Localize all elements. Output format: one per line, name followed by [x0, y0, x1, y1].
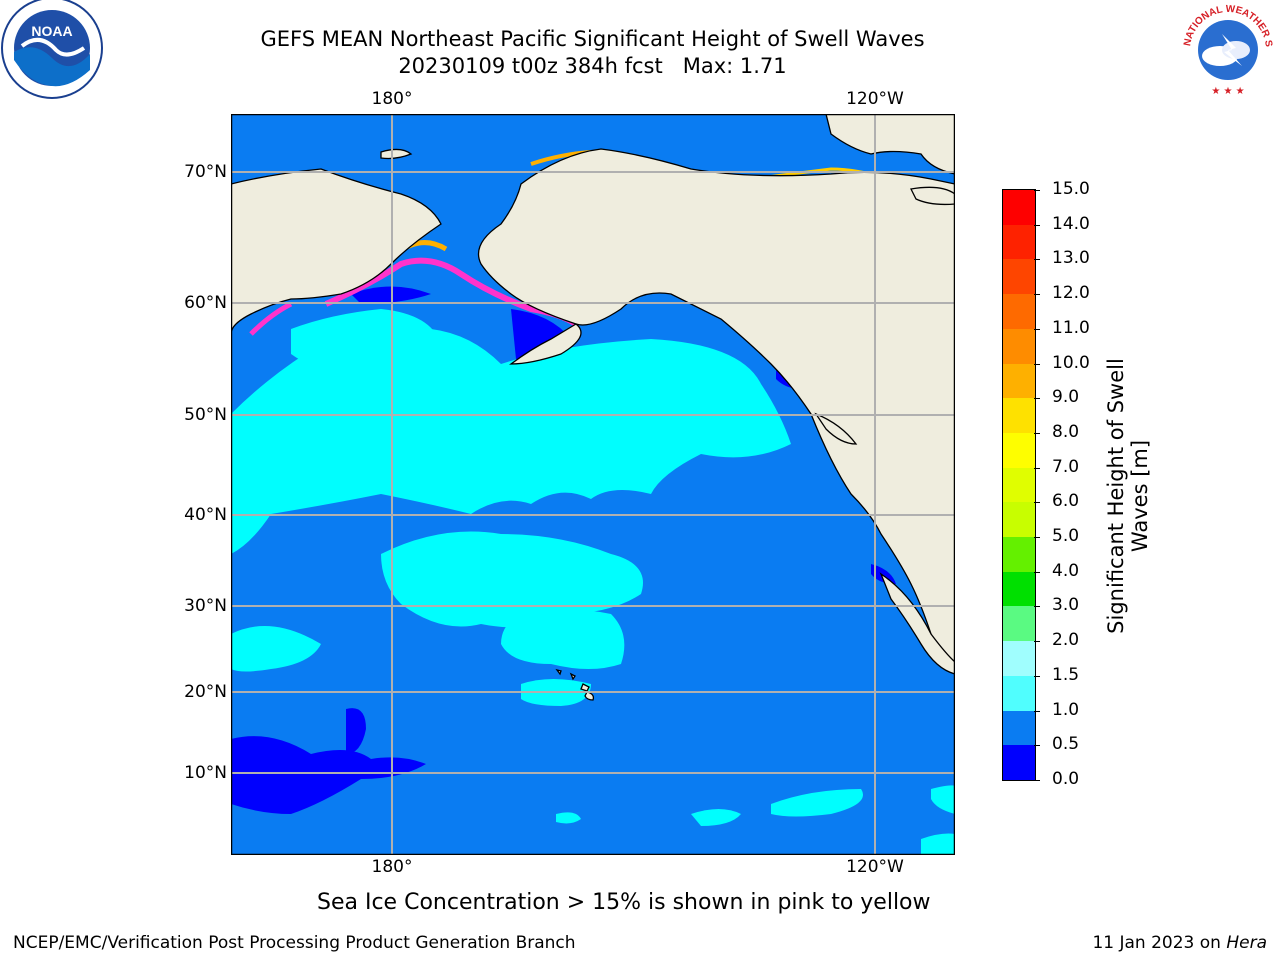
- colorbar: [1002, 189, 1036, 781]
- colorbar-tick-label: 15.0: [1052, 179, 1090, 199]
- colorbar-tick-mark: [1034, 259, 1040, 261]
- colorbar-segment: [1003, 259, 1035, 295]
- lon-label-bottom-120w: 120°W: [846, 857, 904, 877]
- chart-title-line2: 20230109 t00z 384h fcst Max: 1.71: [398, 54, 787, 78]
- lon-label-top-180: 180°: [371, 89, 413, 109]
- colorbar-tick-label: 8.0: [1052, 421, 1080, 442]
- colorbar-tick-mark: [1034, 398, 1040, 400]
- colorbar-tick-mark: [1034, 294, 1040, 296]
- footer-branch: NCEP/EMC/Verification Post Processing Pr…: [13, 933, 576, 953]
- colorbar-tick-label: 7.0: [1052, 456, 1080, 477]
- colorbar-segment: [1003, 467, 1035, 503]
- colorbar-tick-label: 2.0: [1052, 630, 1080, 651]
- colorbar-tick-mark: [1034, 606, 1040, 608]
- lon-label-bottom-180: 180°: [371, 857, 413, 877]
- chart-title-line1: GEFS MEAN Northeast Pacific Significant …: [260, 27, 925, 51]
- colorbar-tick-mark: [1034, 432, 1040, 434]
- lat-label-70n: 70°N: [184, 162, 227, 182]
- colorbar-segment: [1003, 432, 1035, 468]
- swell-1-1.5m-regions: [231, 309, 955, 855]
- colorbar-tick-mark: [1034, 502, 1040, 504]
- colorbar-tick-mark: [1034, 224, 1040, 226]
- footer-host: Hera: [1226, 933, 1267, 953]
- map-border: [230, 113, 956, 856]
- colorbar-tick-label: 10.0: [1052, 352, 1090, 373]
- map-panel: [230, 113, 956, 856]
- colorbar-segment: [1003, 190, 1035, 225]
- colorbar-segment: [1003, 571, 1035, 607]
- colorbar-tick-label: 12.0: [1052, 283, 1090, 304]
- colorbar-tick-mark: [1034, 467, 1040, 469]
- colorbar-label: Significant Height of Swell Waves [m]: [1104, 358, 1152, 634]
- colorbar-tick-mark: [1034, 328, 1040, 330]
- colorbar-tick-label: 1.0: [1052, 699, 1080, 720]
- colorbar-tick-label: 5.0: [1052, 526, 1080, 547]
- sea-ice-note: Sea Ice Concentration > 15% is shown in …: [317, 890, 931, 915]
- colorbar-tick-label: 9.0: [1052, 387, 1080, 408]
- colorbar-tick-mark: [1034, 710, 1040, 712]
- colorbar-tick-mark: [1034, 363, 1040, 365]
- colorbar-segment: [1003, 606, 1035, 642]
- noaa-logo: NOAA: [0, 0, 104, 100]
- colorbar-segment: [1003, 363, 1035, 399]
- colorbar-segment: [1003, 710, 1035, 746]
- lat-label-50n: 50°N: [184, 405, 227, 425]
- colorbar-tick-label: 1.5: [1052, 664, 1080, 685]
- colorbar-tick-label: 11.0: [1052, 317, 1090, 338]
- colorbar-tick-mark: [1034, 190, 1040, 191]
- colorbar-segment: [1003, 502, 1035, 538]
- colorbar-tick-mark: [1034, 571, 1040, 573]
- colorbar-tick-label: 14.0: [1052, 213, 1090, 234]
- colorbar-segment: [1003, 745, 1035, 780]
- lon-label-top-120w: 120°W: [846, 89, 904, 109]
- colorbar-tick-label: 4.0: [1052, 560, 1080, 581]
- lat-label-10n: 10°N: [184, 763, 227, 783]
- svg-text:NOAA: NOAA: [31, 23, 72, 39]
- colorbar-tick-mark: [1034, 641, 1040, 643]
- colorbar-tick-mark: [1034, 780, 1040, 781]
- colorbar-tick-mark: [1034, 745, 1040, 747]
- colorbar-tick-label: 6.0: [1052, 491, 1080, 512]
- nws-logo: NATIONAL WEATHER SERVICE ★ ★ ★: [1172, 0, 1280, 100]
- colorbar-segment: [1003, 675, 1035, 711]
- colorbar-segment: [1003, 328, 1035, 364]
- colorbar-segment: [1003, 537, 1035, 572]
- lat-label-30n: 30°N: [184, 596, 227, 616]
- lat-label-40n: 40°N: [184, 505, 227, 525]
- colorbar-segment: [1003, 294, 1035, 329]
- colorbar-tick-label: 3.0: [1052, 595, 1080, 616]
- colorbar-tick-mark: [1034, 675, 1040, 677]
- colorbar-segment: [1003, 641, 1035, 676]
- colorbar-segment: [1003, 224, 1035, 260]
- svg-text:★ ★ ★: ★ ★ ★: [1211, 86, 1244, 97]
- colorbar-tick-label: 0.5: [1052, 734, 1080, 755]
- footer-date-text: 11 Jan 2023 on: [1092, 933, 1227, 953]
- colorbar-segment: [1003, 398, 1035, 433]
- graticule: [231, 114, 955, 855]
- colorbar-tick-mark: [1034, 537, 1040, 539]
- footer-date: 11 Jan 2023 on Hera: [1092, 933, 1267, 953]
- colorbar-tick-label: 0.0: [1052, 769, 1080, 789]
- colorbar-tick-label: 13.0: [1052, 248, 1090, 269]
- lat-label-60n: 60°N: [184, 293, 227, 313]
- lat-label-20n: 20°N: [184, 682, 227, 702]
